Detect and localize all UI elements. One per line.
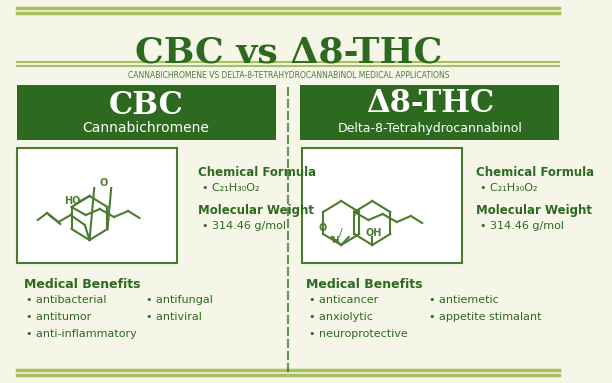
Text: Δ8-THC: Δ8-THC (365, 87, 494, 118)
Text: CBC: CBC (109, 90, 184, 121)
Text: H: H (331, 236, 339, 244)
Text: Molecular Weight: Molecular Weight (476, 203, 592, 216)
Text: • neuroprotective: • neuroprotective (309, 329, 408, 339)
Text: • anticancer: • anticancer (309, 295, 378, 305)
Text: • appetite stimalant: • appetite stimalant (429, 312, 542, 322)
Text: • antibacterial: • antibacterial (26, 295, 107, 305)
Text: Medical Benefits: Medical Benefits (307, 278, 423, 291)
Text: CBC vs Δ8-THC: CBC vs Δ8-THC (135, 35, 442, 69)
Text: Medical Benefits: Medical Benefits (24, 278, 140, 291)
Text: OH: OH (366, 228, 382, 238)
FancyBboxPatch shape (17, 85, 276, 140)
Bar (17, 148, 177, 263)
Text: • anti-inflammatory: • anti-inflammatory (26, 329, 137, 339)
Text: • antiviral: • antiviral (146, 312, 202, 322)
Text: • antitumor: • antitumor (26, 312, 92, 322)
Text: • antiemetic: • antiemetic (429, 295, 499, 305)
Text: HO: HO (64, 196, 81, 206)
Text: Chemical Formula: Chemical Formula (198, 165, 316, 178)
Text: O: O (100, 178, 108, 188)
Text: CANNABICHROMENE VS DELTA-8-TETRAHYDROCANNABINOL MEDICAL APPLICATIONS: CANNABICHROMENE VS DELTA-8-TETRAHYDROCAN… (128, 70, 449, 80)
Text: • 314.46 g/mol: • 314.46 g/mol (202, 221, 286, 231)
FancyBboxPatch shape (300, 85, 559, 140)
Text: H: H (352, 208, 359, 218)
Text: Cannabichromene: Cannabichromene (83, 121, 209, 135)
Text: Molecular Weight: Molecular Weight (198, 203, 314, 216)
Text: • C₂₁H₃₀O₂: • C₂₁H₃₀O₂ (202, 183, 259, 193)
Text: Delta-8-Tetrahydrocannabinol: Delta-8-Tetrahydrocannabinol (337, 121, 522, 134)
Text: • 314.46 g/mol: • 314.46 g/mol (480, 221, 564, 231)
Text: • antifungal: • antifungal (146, 295, 213, 305)
Text: • C₂₁H₃₀O₂: • C₂₁H₃₀O₂ (480, 183, 537, 193)
Text: O: O (318, 223, 326, 233)
Text: • anxiolytic: • anxiolytic (309, 312, 373, 322)
Text: /: / (339, 228, 343, 238)
Text: Chemical Formula: Chemical Formula (476, 165, 594, 178)
Bar (302, 148, 462, 263)
